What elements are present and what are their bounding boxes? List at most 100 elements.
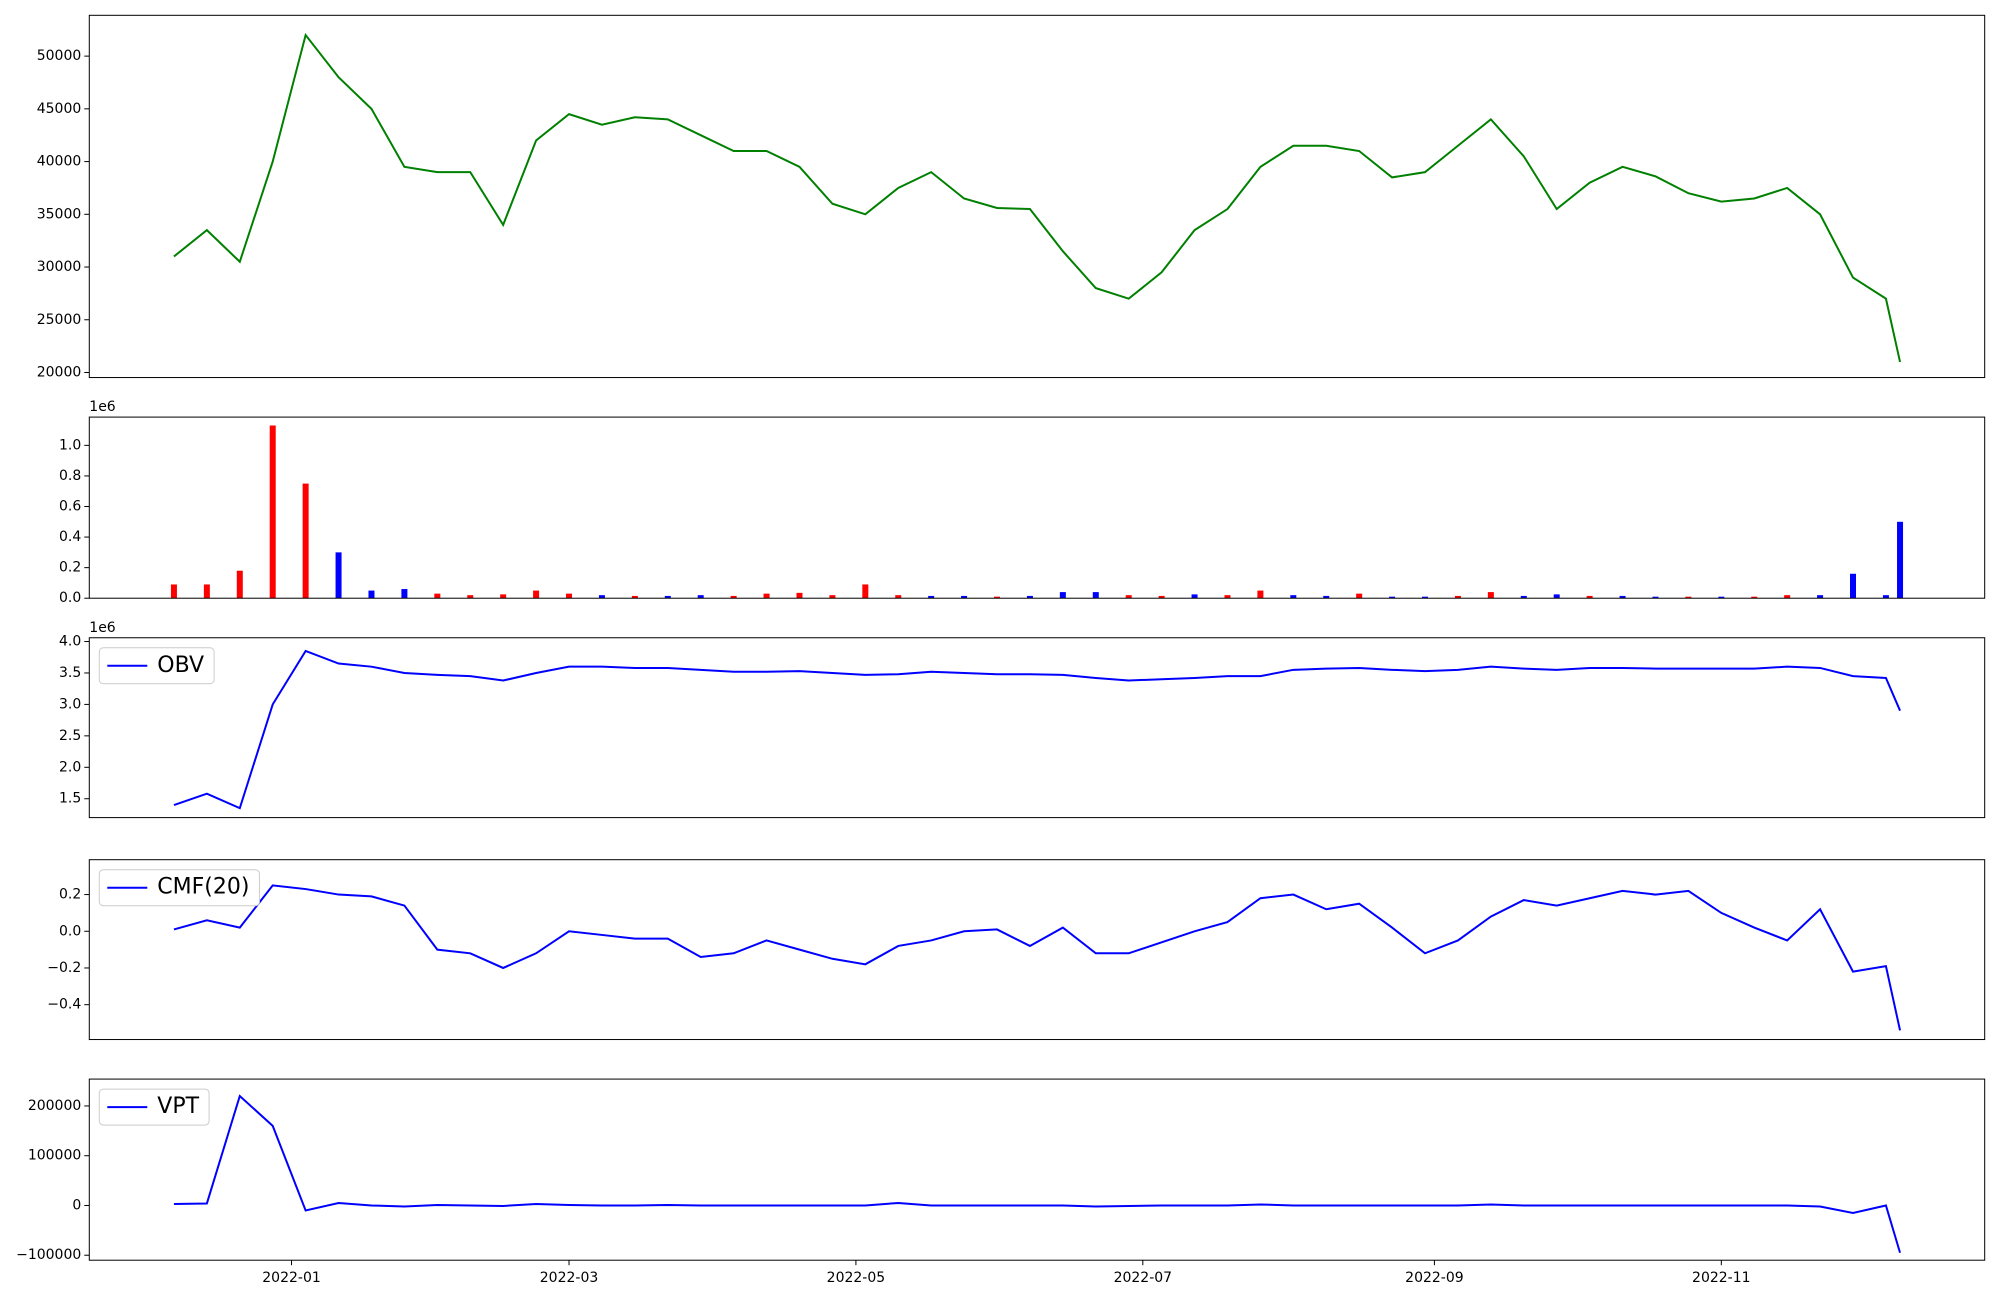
bar [829, 595, 836, 599]
y-tick-label: 0.2 [59, 887, 81, 903]
panel: −0.4 −0.2 0.0 0.2 CMF(20) [47, 859, 1986, 1041]
y-tick-label: 0.2 [59, 560, 81, 576]
line [173, 32, 1902, 363]
bar [1422, 596, 1429, 599]
y-tick-label: 45000 [37, 101, 82, 117]
y-tick-label: −100000 [16, 1247, 81, 1263]
legend: CMF(20) [98, 869, 260, 907]
y-tick-label: 3.5 [59, 665, 81, 681]
bar [598, 595, 605, 599]
legend-label: OBV [157, 653, 204, 678]
bar [631, 595, 638, 599]
y-tick-label: 0.4 [59, 529, 81, 545]
y-tick-label: 3.0 [59, 696, 81, 712]
bar [1356, 593, 1363, 599]
y-tick-label: 2.5 [59, 728, 81, 744]
bar [1323, 595, 1330, 599]
offset-label: 1e6 [89, 399, 116, 415]
bar [401, 589, 408, 599]
line [173, 649, 1901, 810]
bar [236, 570, 243, 599]
bar [1125, 595, 1132, 599]
line [173, 1094, 1901, 1254]
bar [467, 595, 474, 599]
bar [961, 595, 968, 599]
axes-frame [88, 859, 1986, 1041]
x-tick-label: 2022-03 [540, 1270, 599, 1286]
y-tick-label: 0 [72, 1197, 81, 1213]
line [173, 884, 1902, 1031]
y-tick-label: −0.4 [47, 997, 81, 1013]
bar [566, 593, 573, 599]
bar [269, 425, 276, 599]
bar [1553, 594, 1560, 599]
bar [203, 584, 210, 599]
bar [1224, 595, 1231, 599]
bar [1751, 596, 1758, 599]
bar [170, 584, 177, 599]
y-tick-label: 35000 [37, 206, 82, 222]
legend: VPT [98, 1088, 210, 1126]
bar [1784, 595, 1791, 599]
bar [1850, 573, 1857, 599]
x-tick-label: 2022-05 [827, 1270, 886, 1286]
y-tick-label: −0.2 [47, 960, 81, 976]
panel: 1.5 2.0 2.5 3.0 3.5 4.0 1e6 OBV [59, 620, 1986, 819]
bar [730, 595, 737, 599]
y-tick-label: 0.0 [59, 590, 81, 606]
legend-box [98, 647, 215, 685]
offset-label: 1e6 [89, 620, 116, 636]
bar [368, 590, 375, 599]
y-tick-label: 1.0 [59, 437, 81, 453]
legend: OBV [98, 647, 215, 685]
bar [1520, 595, 1527, 599]
legend-label: CMF(20) [157, 875, 249, 900]
x-tick-label: 2022-07 [1114, 1270, 1173, 1286]
y-tick-label: 40000 [37, 154, 82, 170]
bar [500, 594, 507, 599]
x-tick-label: 2022-09 [1405, 1270, 1464, 1286]
bar [1619, 595, 1626, 599]
bar [335, 552, 342, 599]
legend-box [98, 1088, 210, 1126]
y-tick-label: 0.8 [59, 468, 81, 484]
bar [928, 595, 935, 599]
axes-frame [88, 416, 1986, 599]
bar [1487, 592, 1494, 599]
bar [1685, 596, 1692, 599]
bar [1718, 596, 1725, 599]
bar [895, 595, 902, 599]
bar [763, 593, 770, 599]
y-tick-label: 25000 [37, 312, 82, 328]
bar [302, 483, 309, 599]
bar [1454, 595, 1461, 599]
y-tick-label: 100000 [28, 1148, 81, 1164]
panel: −100000 0 100000 200000 2022-01 2022-03 2022-0… [16, 1078, 1986, 1286]
bar [664, 595, 671, 599]
panel: 0.0 0.2 0.4 0.6 0.8 1.0 1e6 [59, 399, 1986, 606]
bar [1817, 595, 1824, 599]
bar [1059, 592, 1066, 599]
bar [434, 593, 441, 599]
bar [1897, 521, 1904, 599]
y-tick-label: 200000 [28, 1098, 81, 1114]
y-tick-label: 50000 [37, 48, 82, 64]
y-tick-label: 0.6 [59, 499, 81, 515]
bar [1290, 595, 1297, 599]
bar [1586, 595, 1593, 599]
legend-label: VPT [157, 1094, 199, 1119]
bar [1026, 595, 1033, 599]
x-tick-label: 2022-01 [262, 1270, 321, 1286]
y-tick-label: 30000 [37, 259, 82, 275]
bar [994, 596, 1001, 599]
bar [1191, 594, 1198, 599]
bar [1652, 596, 1659, 599]
bar [1158, 595, 1165, 599]
y-tick-label: 2.0 [59, 759, 81, 775]
axes-frame [88, 14, 1986, 379]
bar [1257, 590, 1264, 599]
bar [1389, 596, 1396, 599]
y-tick-label: 1.5 [59, 791, 81, 807]
